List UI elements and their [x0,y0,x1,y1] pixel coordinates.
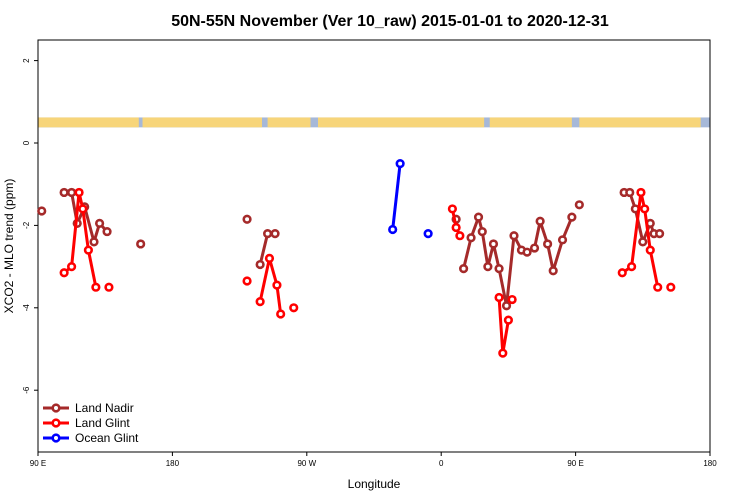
x-tick-label: 180 [703,459,717,468]
data-point [666,282,676,292]
land-band-segment [579,117,701,128]
data-point [653,282,663,292]
data-point [423,229,433,239]
data-point [447,204,458,214]
data-point [74,187,84,198]
land-band-segment [489,117,572,128]
land-band-segment [38,117,139,128]
legend-label: Land Glint [75,416,130,430]
data-point [89,237,99,247]
data-point [494,264,504,274]
data-point [529,243,540,253]
x-tick-label: 90 E [30,459,46,468]
data-point [94,218,105,228]
data-point [567,212,577,222]
x-axis: 90 E 180 90 W 0 90 E 180 [30,452,717,468]
x-tick-label: 90 W [297,459,316,468]
chart-title: 50N-55N November (Ver 10_raw) 2015-01-01… [171,13,609,30]
data-point [574,200,584,210]
data-point [625,187,635,198]
data-point [617,268,627,278]
data-point [498,348,508,358]
data-point [509,231,519,241]
legend-marker [51,418,61,428]
data-point [102,226,112,237]
data-point [501,301,512,311]
data-point [289,303,299,313]
y-axis: 2 0 -2 -4 -6 [22,58,38,394]
plot-area [37,39,711,453]
data-point [645,245,655,255]
data-point [636,187,646,198]
data-point [263,229,273,239]
data-point [104,282,114,292]
data-point [59,268,69,278]
data-point [388,224,398,235]
series-line [391,163,402,230]
y-tick-label: 2 [22,58,31,63]
data-point [494,292,504,303]
data-point [270,229,280,239]
x-tick-label: 90 E [567,459,583,468]
data-point [654,229,665,239]
data-point [626,262,637,272]
data-point [503,315,514,325]
series-ocean-glint [388,159,433,239]
series-line [258,256,283,315]
data-point [136,239,146,249]
data-point [242,214,252,224]
y-tick-label: -4 [22,304,31,312]
series-land-glint [59,187,676,358]
data-point [548,266,558,276]
data-point [477,226,487,237]
data-point [455,231,465,241]
x-tick-label: 180 [166,459,180,468]
data-point [638,237,648,247]
legend-marker [51,403,61,413]
data-point [542,239,553,249]
data-point [466,233,476,243]
data-point [459,264,469,274]
y-tick-label: -2 [22,221,31,229]
data-point [395,159,405,169]
data-point [66,187,77,198]
data-point [507,294,517,305]
data-point [276,309,286,319]
y-axis-label: XCO2 - MLO trend (ppm) [2,179,16,314]
x-tick-label: 0 [439,459,444,468]
x-axis-label: Longitude [348,477,401,491]
series-land-nadir [37,187,665,311]
data-point [66,262,77,272]
data-point [91,282,101,292]
data-point [522,247,532,257]
legend-marker [51,433,61,443]
y-tick-label: -6 [22,386,31,394]
y-tick-label: 0 [22,140,31,145]
legend-label: Land Nadir [75,401,134,415]
data-point [255,297,265,307]
data-point [535,216,545,226]
land-band-segment [267,117,311,128]
data-point [59,187,69,198]
data-point [483,262,493,272]
series-layer [37,159,676,358]
data-point [473,212,484,222]
data-point [451,222,461,233]
land-ocean-band [38,117,710,128]
data-point [78,204,88,214]
data-point [255,259,265,270]
data-point [83,245,93,255]
land-band-segment [318,117,485,128]
data-point [557,235,568,245]
data-point [37,206,47,216]
data-point [640,204,650,214]
data-point [242,276,252,286]
data-point [272,280,282,290]
data-point [488,239,499,249]
data-point [264,253,275,263]
legend-label: Ocean Glint [75,431,139,445]
land-band-segment [142,117,262,128]
